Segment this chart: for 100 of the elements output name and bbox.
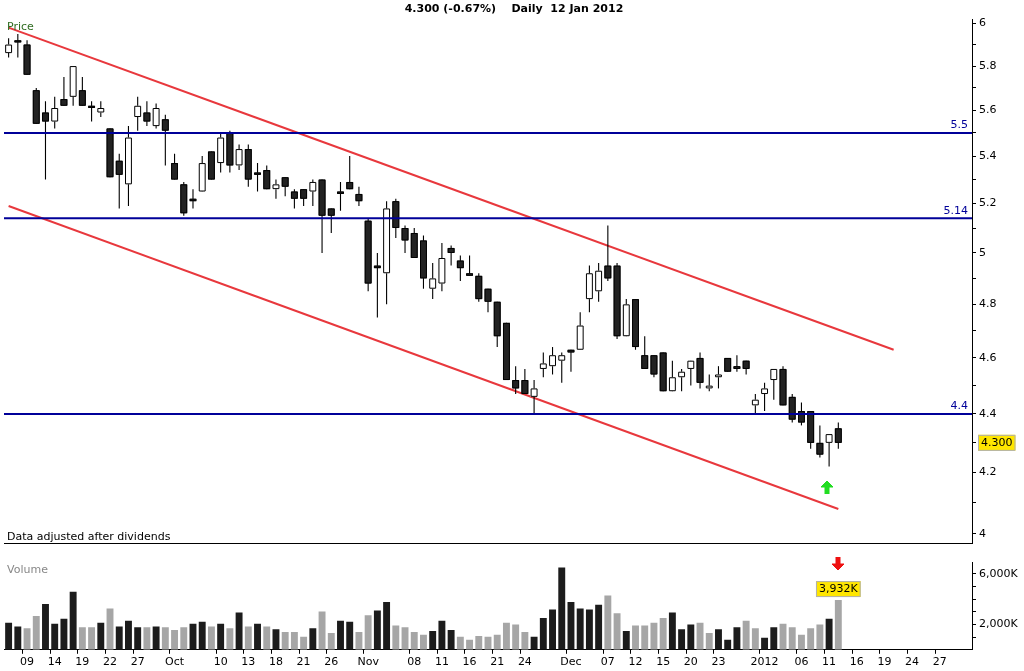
annotation: Data adjusted after dividends bbox=[7, 529, 171, 543]
bar bbox=[668, 612, 676, 650]
x-tick-label: 13 bbox=[241, 655, 256, 669]
bar bbox=[152, 626, 160, 650]
bar bbox=[32, 616, 40, 650]
bar bbox=[447, 630, 455, 650]
bar bbox=[613, 613, 621, 650]
x-tick-label: 19 bbox=[75, 655, 90, 669]
bar bbox=[143, 627, 151, 650]
y-tick-label: 5.8 bbox=[979, 58, 997, 72]
bar bbox=[410, 631, 418, 650]
x-tick-label: 12 bbox=[628, 655, 643, 669]
x-tick-label: 11 bbox=[822, 655, 837, 669]
bar bbox=[705, 632, 713, 650]
text: 4.300 bbox=[981, 435, 1013, 449]
candlestick bbox=[401, 225, 409, 253]
bar bbox=[585, 609, 593, 650]
bar bbox=[770, 627, 778, 650]
x-tick-label: Nov bbox=[357, 655, 380, 669]
bar bbox=[595, 604, 603, 650]
y-tick-label: 4.2 bbox=[979, 465, 997, 479]
x-tick-label: 26 bbox=[324, 655, 339, 669]
y-tick-label: 5.6 bbox=[979, 103, 997, 117]
x-tick-label: 18 bbox=[268, 655, 283, 669]
bar bbox=[125, 620, 132, 650]
bar bbox=[788, 627, 796, 650]
bar bbox=[825, 618, 833, 650]
y-tick-label: 5.4 bbox=[979, 148, 997, 162]
bar bbox=[659, 617, 667, 650]
bar bbox=[318, 611, 326, 650]
bar bbox=[281, 631, 289, 650]
bar bbox=[207, 626, 215, 650]
x-tick-label: 06 bbox=[794, 655, 809, 669]
y-tick-label: 4.8 bbox=[979, 297, 997, 311]
bar bbox=[632, 625, 639, 650]
bar bbox=[134, 627, 142, 650]
bar bbox=[576, 608, 584, 650]
bar bbox=[733, 627, 741, 650]
bar bbox=[834, 600, 842, 650]
x-tick-label: Dec bbox=[560, 655, 582, 669]
bar bbox=[383, 602, 391, 650]
x-tick-label: 16 bbox=[849, 655, 864, 669]
bar bbox=[198, 621, 206, 650]
bar bbox=[23, 628, 31, 650]
bar bbox=[373, 610, 381, 650]
x-tick-label: 16 bbox=[462, 655, 477, 669]
y-tick-label: 2,000K bbox=[979, 617, 1019, 631]
bar bbox=[171, 630, 179, 650]
bar bbox=[761, 637, 769, 650]
bar bbox=[797, 634, 805, 650]
bar bbox=[539, 617, 547, 650]
bar bbox=[512, 624, 520, 650]
bar bbox=[604, 595, 612, 650]
candlestick bbox=[567, 349, 575, 372]
bar bbox=[51, 623, 59, 650]
y-tick-label: 5 bbox=[979, 245, 986, 259]
x-tick-label: 08 bbox=[407, 655, 422, 669]
annotation: Volume bbox=[7, 562, 49, 576]
x-tick-label: 20 bbox=[683, 655, 698, 669]
bar bbox=[42, 603, 49, 650]
bar bbox=[456, 636, 464, 650]
bar bbox=[466, 639, 474, 650]
bar bbox=[69, 591, 77, 650]
bar bbox=[678, 629, 686, 650]
bar bbox=[327, 632, 335, 650]
x-tick-label: 27 bbox=[932, 655, 947, 669]
bar bbox=[622, 631, 630, 650]
candlestick bbox=[189, 189, 197, 209]
bar bbox=[290, 631, 298, 650]
ref-line-label: 5.5 bbox=[950, 118, 968, 132]
bar bbox=[115, 626, 123, 650]
bar bbox=[641, 625, 649, 650]
bar bbox=[355, 631, 363, 650]
x-tick-label: 24 bbox=[905, 655, 920, 669]
bar bbox=[254, 623, 261, 650]
x-tick-label: 23 bbox=[711, 655, 726, 669]
bar bbox=[687, 624, 695, 650]
x-tick-label: 14 bbox=[47, 655, 62, 669]
bar bbox=[438, 620, 446, 650]
bar bbox=[217, 623, 225, 650]
y-tick-label: 4.6 bbox=[979, 350, 997, 364]
chart-title: 4.300 (-0.67%) Daily 12 Jan 2012 bbox=[404, 2, 624, 16]
x-tick-label: 11 bbox=[434, 655, 449, 669]
bar bbox=[742, 620, 750, 650]
x-tick-label: 2012 bbox=[750, 655, 779, 669]
x-tick-label: Oct bbox=[165, 655, 185, 669]
bar bbox=[235, 612, 243, 650]
bar bbox=[309, 628, 317, 650]
bar bbox=[14, 626, 22, 650]
bar bbox=[180, 627, 188, 650]
bar bbox=[226, 628, 234, 650]
x-tick-label: 09 bbox=[20, 655, 35, 669]
bar bbox=[5, 622, 13, 650]
ref-line-label: 5.14 bbox=[943, 203, 968, 217]
x-tick-label: 07 bbox=[600, 655, 615, 669]
x-tick-label: 27 bbox=[130, 655, 145, 669]
data-label: 3,932K bbox=[818, 581, 859, 595]
y-tick-label: 4 bbox=[979, 526, 986, 540]
x-tick-label: 10 bbox=[213, 655, 228, 669]
candlestick bbox=[272, 179, 280, 199]
